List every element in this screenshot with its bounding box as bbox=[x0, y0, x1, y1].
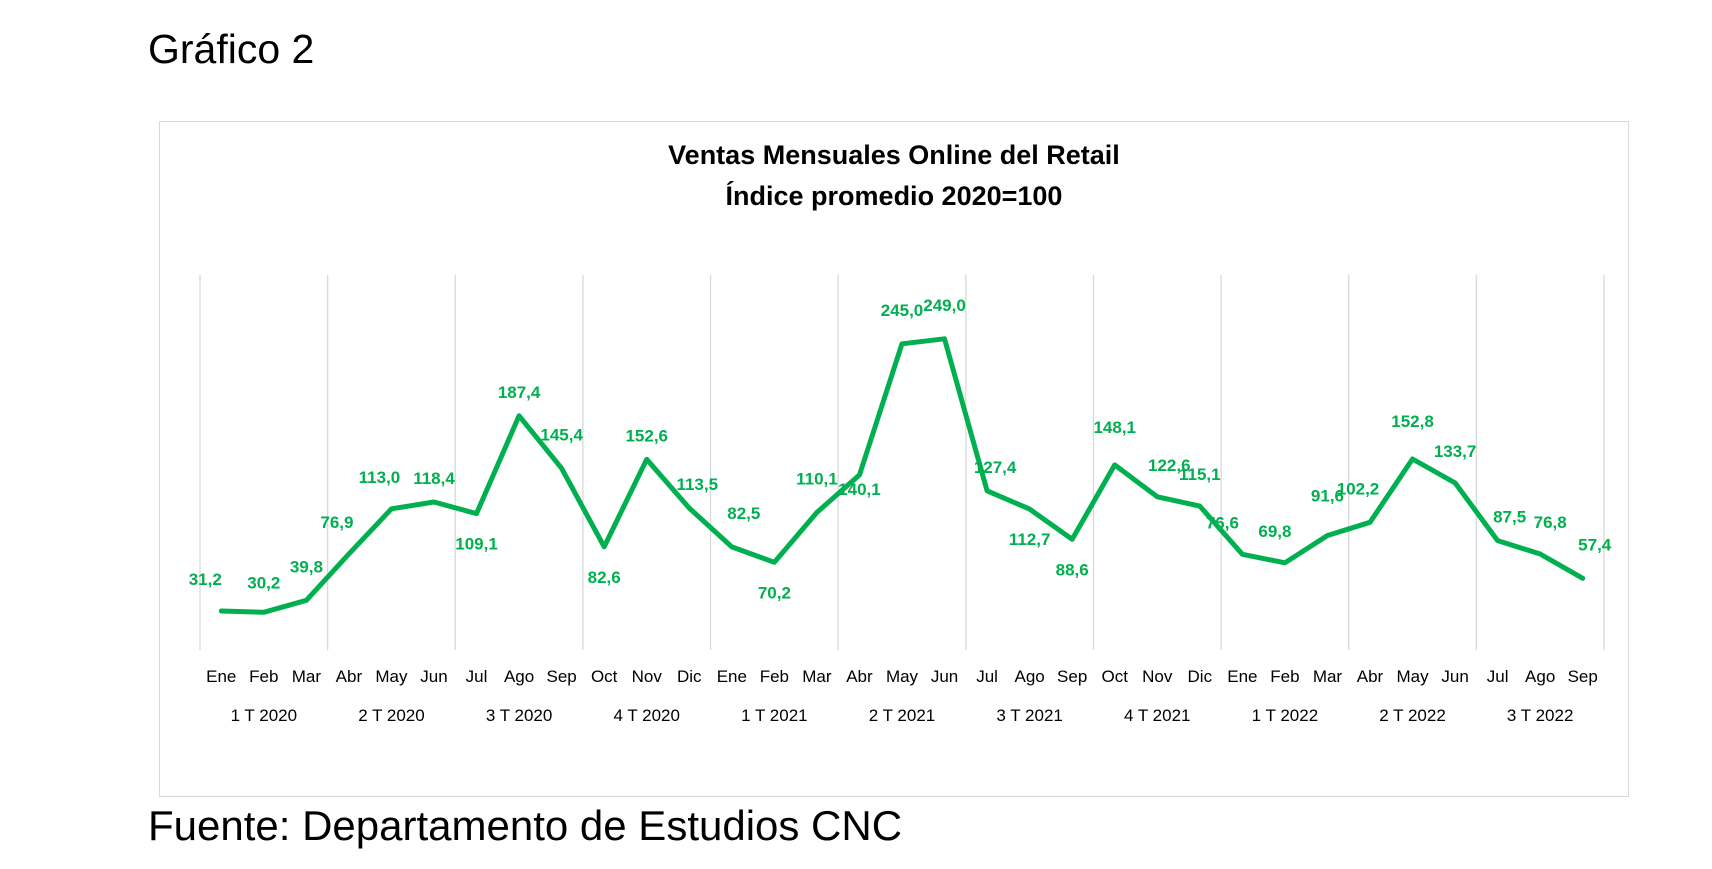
data-label: 113,0 bbox=[359, 468, 401, 487]
chart-area bbox=[159, 121, 1629, 797]
x-tick-label: Ago bbox=[504, 667, 534, 686]
data-label: 187,4 bbox=[498, 383, 541, 402]
data-label: 69,8 bbox=[1258, 522, 1291, 541]
x-group-label: 4 T 2020 bbox=[613, 706, 680, 725]
x-tick-label: Jul bbox=[466, 667, 488, 686]
x-group-label: 2 T 2020 bbox=[358, 706, 425, 725]
x-tick-label: Sep bbox=[1057, 667, 1087, 686]
data-label: 148,1 bbox=[1093, 418, 1136, 437]
x-group-label: 3 T 2020 bbox=[486, 706, 553, 725]
x-tick-label: May bbox=[375, 667, 408, 686]
x-tick-label: Jul bbox=[1487, 667, 1509, 686]
chart-title: Ventas Mensuales Online del Retail bbox=[668, 140, 1120, 170]
x-tick-label: Mar bbox=[292, 667, 322, 686]
data-label: 102,2 bbox=[1337, 479, 1380, 498]
data-label: 152,8 bbox=[1391, 412, 1434, 431]
x-tick-label: Feb bbox=[760, 667, 789, 686]
x-tick-label: Jun bbox=[931, 667, 958, 686]
x-group-label: 1 T 2020 bbox=[231, 706, 298, 725]
data-label: 39,8 bbox=[290, 557, 323, 576]
x-tick-label: Jul bbox=[976, 667, 998, 686]
data-label: 57,4 bbox=[1578, 535, 1612, 554]
data-label: 82,5 bbox=[727, 504, 760, 523]
data-label: 82,6 bbox=[588, 568, 621, 587]
x-group-label: 4 T 2021 bbox=[1124, 706, 1191, 725]
data-label: 30,2 bbox=[247, 573, 280, 592]
data-label: 88,6 bbox=[1056, 560, 1089, 579]
data-label: 118,4 bbox=[413, 469, 455, 488]
x-axis-quarter-labels: 1 T 2020 2 T 2020 3 T 2020 4 T 2020 1 T 2021… bbox=[231, 706, 1574, 725]
x-tick-label: Abr bbox=[846, 667, 873, 686]
x-tick-label: May bbox=[886, 667, 919, 686]
data-label: 115,1 bbox=[1179, 465, 1221, 484]
x-group-label: 2 T 2022 bbox=[1379, 706, 1446, 725]
x-tick-label: Jun bbox=[1441, 667, 1468, 686]
data-label: 31,2 bbox=[189, 570, 222, 589]
x-tick-label: Abr bbox=[1357, 667, 1384, 686]
data-label: 152,6 bbox=[625, 426, 668, 445]
x-tick-label: Dic bbox=[677, 667, 702, 686]
x-tick-label: Ago bbox=[1015, 667, 1045, 686]
x-group-label: 2 T 2021 bbox=[869, 706, 936, 725]
x-tick-label: Oct bbox=[591, 667, 618, 686]
x-tick-label: Mar bbox=[802, 667, 832, 686]
series-line bbox=[218, 336, 1586, 615]
figure-heading: Gráfico 2 bbox=[148, 26, 315, 72]
x-axis-month-labels: Ene Feb Mar Abr May Jun Jul Ago Sep Oct Nov Dic Ene F… bbox=[206, 667, 1598, 686]
data-label: 112,7 bbox=[1009, 530, 1051, 549]
data-label: 127,4 bbox=[974, 458, 1017, 477]
x-tick-label: Nov bbox=[1142, 667, 1173, 686]
data-label: 140,1 bbox=[838, 480, 881, 499]
x-tick-label: Nov bbox=[632, 667, 663, 686]
data-label: 133,7 bbox=[1434, 442, 1477, 461]
x-group-label: 1 T 2021 bbox=[741, 706, 808, 725]
chart-subtitle: Índice promedio 2020=100 bbox=[726, 180, 1063, 211]
data-label: 113,5 bbox=[676, 475, 718, 494]
x-tick-label: Feb bbox=[1270, 667, 1299, 686]
series-polyline bbox=[218, 336, 1586, 615]
data-label: 70,2 bbox=[758, 583, 791, 602]
data-label: 91,6 bbox=[1311, 487, 1344, 506]
x-tick-label: Ene bbox=[1227, 667, 1257, 686]
x-tick-label: Sep bbox=[547, 667, 577, 686]
x-group-label: 1 T 2022 bbox=[1252, 706, 1319, 725]
x-tick-label: Ago bbox=[1525, 667, 1555, 686]
data-labels: 31,2 30,2 39,8 76,9 113,0 118,4 109,1 187,4 145,… bbox=[189, 296, 1612, 603]
x-tick-label: May bbox=[1396, 667, 1429, 686]
grid-lines bbox=[199, 275, 1605, 650]
x-tick-label: Oct bbox=[1102, 667, 1129, 686]
x-tick-label: Mar bbox=[1313, 667, 1343, 686]
data-label: 76,6 bbox=[1206, 513, 1239, 532]
data-label: 249,0 bbox=[923, 296, 966, 315]
x-tick-label: Ene bbox=[206, 667, 236, 686]
x-tick-label: Abr bbox=[336, 667, 363, 686]
data-label: 122,6 bbox=[1148, 456, 1191, 475]
x-tick-label: Dic bbox=[1188, 667, 1213, 686]
data-label: 76,8 bbox=[1534, 513, 1567, 532]
x-tick-label: Feb bbox=[249, 667, 278, 686]
data-label: 110,1 bbox=[796, 469, 838, 488]
x-tick-label: Jun bbox=[420, 667, 447, 686]
data-label: 245,0 bbox=[881, 301, 924, 320]
data-label: 109,1 bbox=[455, 535, 498, 554]
x-tick-label: Ene bbox=[717, 667, 747, 686]
data-label: 76,9 bbox=[320, 513, 353, 532]
x-group-label: 3 T 2021 bbox=[996, 706, 1063, 725]
x-tick-label: Sep bbox=[1568, 667, 1598, 686]
source-note: Fuente: Departamento de Estudios CNC bbox=[148, 802, 903, 849]
data-label: 87,5 bbox=[1493, 508, 1526, 527]
x-group-label: 3 T 2022 bbox=[1507, 706, 1574, 725]
data-label: 145,4 bbox=[540, 425, 583, 444]
